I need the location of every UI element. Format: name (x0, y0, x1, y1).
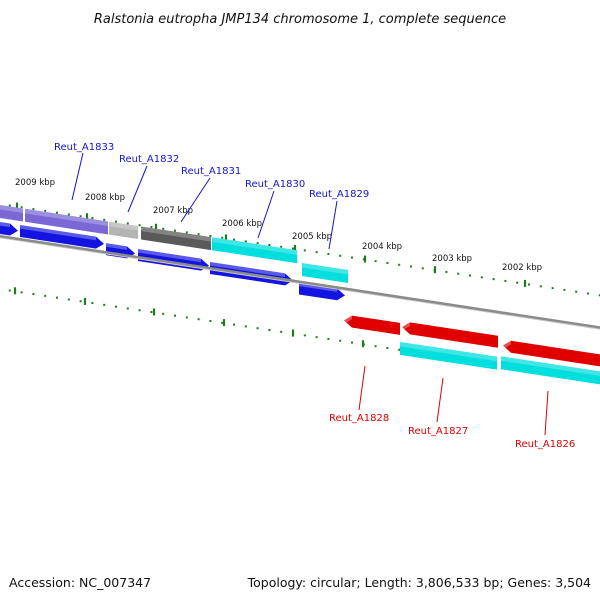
gene-arrow-reut-a1829[interactable] (299, 282, 345, 301)
leader-line (328, 200, 338, 250)
leader-line (127, 165, 148, 213)
gene-arrow-reut-a1827-shine (402, 322, 410, 331)
cog-segment-shine (0, 204, 23, 214)
gene-arrow-reut-a1833[interactable] (20, 225, 104, 249)
cog-segment-reut-a1830-shine (212, 237, 297, 255)
cog-segment-reut-a1829-shine (302, 262, 348, 275)
cog-segment-reut-a1831[interactable] (141, 226, 211, 251)
scale-label: 2006 kbp (222, 219, 262, 229)
outer-tick-track (8, 202, 600, 297)
cog-segment-reut-a1833[interactable] (25, 208, 108, 235)
gene-label-reut-a1831[interactable]: Reut_A1831 (181, 166, 241, 177)
scale-label: 2005 kbp (292, 232, 332, 242)
gene-label-reut-a1833[interactable]: Reut_A1833 (54, 142, 114, 153)
gene-label-reut-a1829[interactable]: Reut_A1829 (309, 189, 369, 200)
gene-label-reut-a1826[interactable]: Reut_A1826 (515, 439, 575, 450)
cog-track (0, 204, 348, 283)
backbone (0, 234, 600, 330)
leader-line (544, 390, 549, 436)
scale-label: 2004 kbp (362, 242, 402, 252)
backbone-highlight (0, 237, 600, 330)
gene-arrow-partial[interactable] (0, 221, 18, 236)
gene-label-reut-a1827[interactable]: Reut_A1827 (408, 426, 468, 437)
gene-arrow-reut-a1832-shine (106, 243, 127, 250)
scale-label: 2008 kbp (85, 193, 125, 203)
gene-label-reut-a1832[interactable]: Reut_A1832 (119, 154, 179, 165)
cog-segment-reut-a1827-shine (400, 341, 497, 362)
cog-segment-reut-a1827[interactable] (400, 341, 497, 370)
gene-arrow-reut-a1833-shine (20, 225, 96, 241)
gene-arrow-partial-shine (0, 222, 10, 228)
accession-text: Accession: NC_007347 (9, 575, 151, 590)
gene-arrow-reut-a1827[interactable] (402, 322, 498, 348)
reverse-cog-track (400, 341, 600, 385)
leader-line (257, 190, 275, 239)
cog-segment-reut-a1830[interactable] (212, 237, 297, 264)
scale-label: 2009 kbp (15, 178, 55, 188)
leader-line (358, 365, 366, 411)
gene-label-reut-a1830[interactable]: Reut_A1830 (245, 179, 305, 190)
topology-summary: Topology: circular; Length: 3,806,533 bp… (247, 575, 591, 590)
reverse-strand-track (344, 315, 600, 367)
gene-arrow-reut-a1830-shine (210, 261, 285, 277)
gene-arrow-reut-a1826-shine (503, 340, 511, 350)
cog-segment-reut-a1832-shine (109, 221, 138, 231)
gene-arrow-reut-a1828-shine (344, 315, 352, 324)
cog-segment-reut-a1831-shine (141, 226, 211, 242)
cog-segment-reut-a1826-shine (501, 356, 600, 376)
leader-line (436, 377, 444, 423)
gene-arrow-reut-a1828[interactable] (344, 315, 400, 335)
scale-label: 2007 kbp (153, 206, 193, 216)
cog-segment-reut-a1829[interactable] (302, 262, 348, 283)
backbone-line (0, 234, 600, 330)
map-title: Ralstonia eutropha JMP134 chromosome 1, … (94, 12, 506, 27)
leader-line (71, 152, 84, 201)
gene-arrow-reut-a1831-shine (138, 249, 201, 263)
cog-segment-reut-a1833-shine (25, 208, 108, 226)
scale-label: 2002 kbp (502, 263, 542, 273)
cog-segment[interactable] (0, 204, 23, 222)
cog-segment-reut-a1826[interactable] (501, 356, 600, 385)
cog-segment-reut-a1832[interactable] (109, 221, 138, 240)
gene-arrow-reut-a1826[interactable] (503, 340, 600, 367)
gene-label-reut-a1828[interactable]: Reut_A1828 (329, 413, 389, 424)
scale-labels: 2009 kbp 2008 kbp 2007 kbp 2006 kbp 2005 kbp… (15, 178, 542, 273)
leader-line (180, 177, 211, 223)
scale-label: 2003 kbp (432, 254, 472, 264)
